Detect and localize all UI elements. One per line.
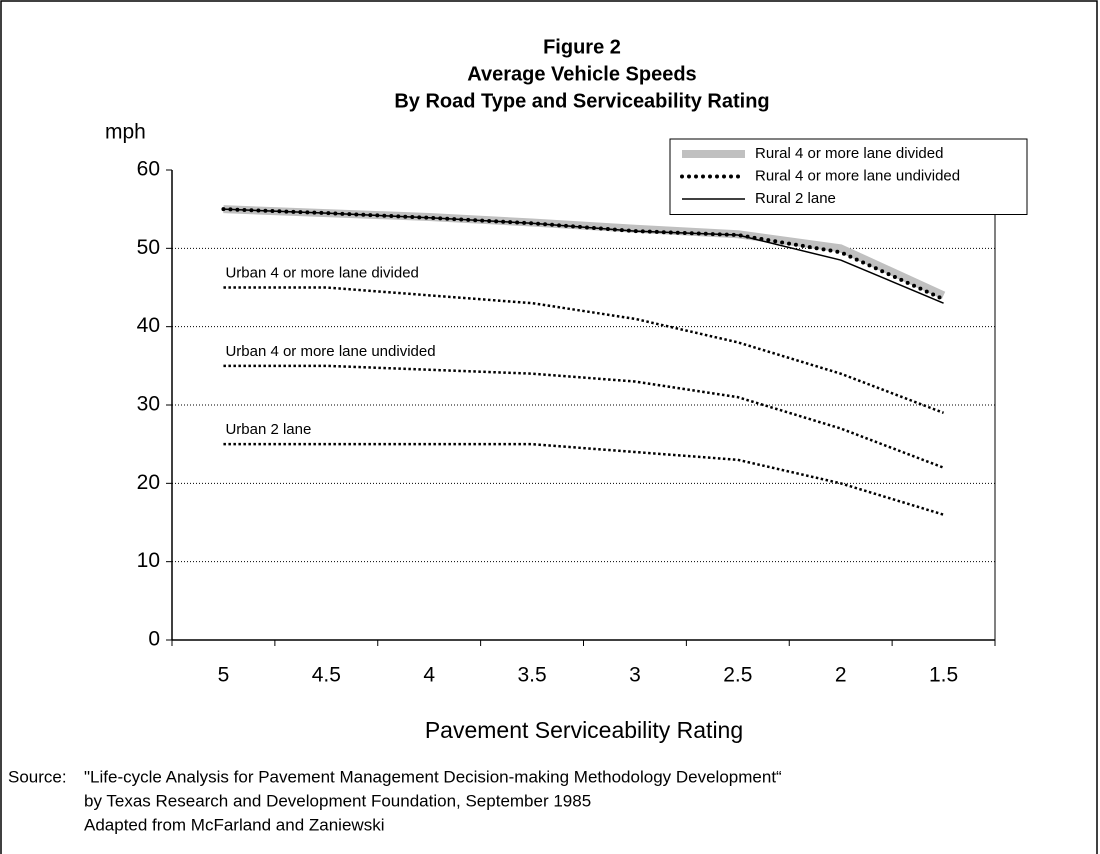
x-tick-label: 1.5 [929,664,958,687]
source-text: by Texas Research and Development Founda… [84,791,591,810]
legend-label: Rural 2 lane [755,190,836,207]
x-tick-label: 3 [629,664,641,687]
series-label: Urban 4 or more lane undivided [225,343,435,360]
chart-title: By Road Type and Serviceability Rating [394,90,769,112]
y-tick-label: 50 [137,236,160,259]
series-line [223,442,944,516]
series-line [223,286,945,415]
y-tick-label: 20 [137,471,160,494]
legend-label: Rural 4 or more lane undivided [755,167,960,184]
y-tick-label: 60 [137,158,160,181]
y-tick-label: 10 [137,549,160,572]
x-tick-label: 3.5 [517,664,546,687]
chart-title: Average Vehicle Speeds [467,63,696,85]
legend-label: Rural 4 or more lane divided [755,145,943,162]
series-line [223,208,944,304]
series-line [223,364,945,469]
series-label: Urban 2 lane [225,421,311,438]
x-tick-label: 4 [423,664,435,687]
y-axis-label: mph [105,121,146,144]
y-tick-label: 0 [148,628,160,651]
x-tick-label: 4.5 [312,664,341,687]
x-tick-label: 2 [835,664,847,687]
x-tick-label: 5 [218,664,230,687]
series-label: Urban 4 or more lane divided [225,264,418,281]
x-axis-label: Pavement Serviceability Rating [425,717,743,743]
x-tick-label: 2.5 [723,664,752,687]
source-text: Adapted from McFarland and Zaniewski [84,815,384,834]
y-tick-label: 30 [137,393,160,416]
chart-title: Figure 2 [543,36,621,58]
source-label: Source: [8,767,67,786]
y-tick-label: 40 [137,314,160,337]
source-text: "Life-cycle Analysis for Pavement Manage… [84,767,782,786]
